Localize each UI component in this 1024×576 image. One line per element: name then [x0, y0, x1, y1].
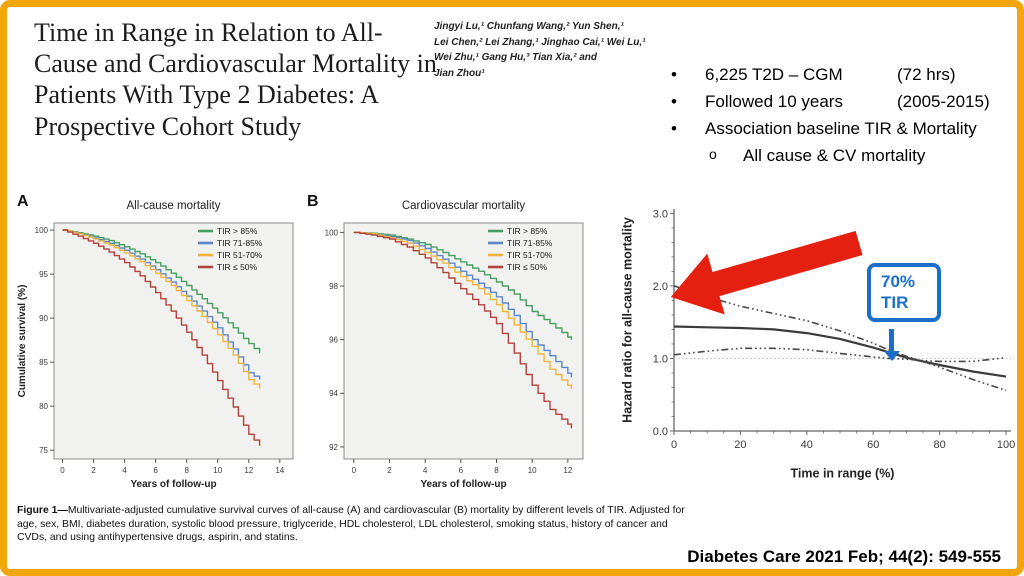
- km-chart-all-cause: 0 2 4 6 8 10 12 14 75 80 85 90 95 100 TIR > 85% TIR 71-…: [15, 193, 303, 491]
- svg-text:8: 8: [494, 466, 499, 475]
- km-chart-cardiovascular: 0 2 4 6 8 10 12 92 94 96 98 100 TIR > 85% TIR 71-85% T…: [305, 193, 593, 491]
- svg-text:80: 80: [933, 439, 945, 451]
- bullet-icon: •: [671, 65, 677, 84]
- bullet-value: (72 hrs): [897, 65, 956, 84]
- series-tir-51-70-: [353, 231, 573, 390]
- bullet-text: Followed 10 years: [705, 92, 843, 112]
- author-line: Jian Zhou¹: [434, 67, 485, 79]
- svg-text:100: 100: [35, 226, 49, 235]
- svg-text:1.0: 1.0: [653, 353, 668, 365]
- bullet-text: All cause & CV mortality: [743, 146, 926, 166]
- svg-text:95: 95: [39, 270, 48, 279]
- series-tir-50-: [353, 231, 573, 429]
- svg-text:75: 75: [39, 446, 48, 455]
- svg-text:Hazard ratio for all-cause mor: Hazard ratio for all-cause mortality: [621, 217, 635, 423]
- author-list: Jingyi Lu,¹ Chunfang Wang,² Yun Shen,¹ L…: [434, 19, 672, 81]
- svg-text:60: 60: [867, 439, 879, 451]
- svg-text:98: 98: [329, 282, 338, 291]
- series-tir-51-70-: [62, 229, 261, 389]
- author-line: Wei Zhu,¹ Gang Hu,³ Tian Xia,² and: [434, 52, 597, 63]
- callout-line1: 70%: [881, 272, 916, 291]
- author-line: Lei Chen,² Lei Zhang,¹ Jinghao Cai,¹ Wei…: [434, 36, 646, 48]
- svg-text:94: 94: [329, 389, 338, 398]
- svg-text:TIR 71-85%: TIR 71-85%: [217, 238, 263, 248]
- bullet-item: • Association baseline TIR & Mortality: [667, 118, 1017, 140]
- bullet-item: • 6,225 T2D – CGM (72 hrs): [667, 64, 1017, 86]
- svg-text:10: 10: [213, 466, 222, 475]
- bullet-icon: •: [671, 92, 677, 112]
- svg-text:TIR > 85%: TIR > 85%: [217, 226, 258, 236]
- cardiovascular-survival-plot: 0 2 4 6 8 10 12 92 94 96 98 100 TIR > 85% TIR 71-85% T…: [325, 222, 584, 490]
- summary-bullets: • 6,225 T2D – CGM (72 hrs) • Followed 10…: [667, 64, 1017, 172]
- panel-letter-b: B: [307, 193, 319, 210]
- svg-text:6: 6: [153, 466, 158, 475]
- svg-text:100: 100: [325, 228, 339, 237]
- svg-text:TIR 51-70%: TIR 51-70%: [217, 250, 263, 260]
- tir-70-callout: 70% TIR: [867, 263, 941, 322]
- series-tir-71-85-: [353, 231, 573, 378]
- paper-title: Time in Range in Relation to All-Cause a…: [34, 18, 437, 141]
- all-cause-survival-plot: 0 2 4 6 8 10 12 14 75 80 85 90 95 100 TIR > 85% TIR 71-…: [17, 222, 294, 490]
- hazard-ratio-spline-plot: 0 20 40 60 80 100 0.0 1.0 2.0 3.0 Time in range (%…: [621, 208, 1016, 481]
- svg-text:2: 2: [91, 466, 96, 475]
- svg-text:TIR > 85%: TIR > 85%: [507, 226, 548, 236]
- svg-text:Time in range (%): Time in range (%): [791, 467, 895, 481]
- author-line: Jingyi Lu,¹ Chunfang Wang,² Yun Shen,¹: [434, 21, 624, 32]
- svg-text:3.0: 3.0: [653, 208, 668, 220]
- bullet-icon: •: [671, 119, 677, 139]
- svg-text:100: 100: [997, 439, 1015, 451]
- svg-text:TIR 71-85%: TIR 71-85%: [507, 238, 553, 248]
- bullet-text: Association baseline TIR & Mortality: [705, 119, 977, 139]
- svg-text:85: 85: [39, 358, 48, 367]
- panel-letter-a: A: [17, 193, 29, 210]
- svg-text:TIR ≤ 50%: TIR ≤ 50%: [507, 262, 548, 272]
- journal-citation: Diabetes Care 2021 Feb; 44(2): 549-555: [687, 547, 1001, 566]
- svg-text:0: 0: [352, 466, 357, 475]
- circle-bullet-icon: o: [709, 146, 717, 163]
- series-hazard-ratio: [673, 325, 1007, 378]
- callout-down-arrow-icon: [883, 329, 900, 361]
- svg-text:0: 0: [60, 466, 65, 475]
- series-lower-95-ci: [673, 347, 1007, 363]
- chart-title-cardiovascular: Cardiovascular mortality: [401, 200, 526, 212]
- svg-text:0: 0: [671, 439, 677, 451]
- svg-text:TIR ≤ 50%: TIR ≤ 50%: [217, 262, 258, 272]
- svg-text:14: 14: [275, 466, 284, 475]
- chart-title-all-cause: All-cause mortality: [126, 200, 221, 212]
- series-tir-85-: [62, 229, 261, 354]
- series-tir-85-: [353, 231, 573, 340]
- svg-text:0.0: 0.0: [653, 426, 668, 438]
- svg-text:92: 92: [329, 443, 338, 452]
- svg-text:Cumulative survival (%): Cumulative survival (%): [17, 285, 28, 398]
- svg-text:TIR 51-70%: TIR 51-70%: [507, 250, 553, 260]
- svg-text:12: 12: [563, 466, 572, 475]
- figure-caption-prefix: Figure 1—: [17, 505, 68, 516]
- svg-text:90: 90: [39, 314, 48, 323]
- figure-caption: Figure 1—Multivariate-adjusted cumulativ…: [17, 504, 697, 545]
- svg-text:40: 40: [801, 439, 813, 451]
- svg-text:12: 12: [244, 466, 253, 475]
- svg-text:2.0: 2.0: [653, 281, 668, 293]
- svg-text:20: 20: [734, 439, 746, 451]
- svg-text:10: 10: [528, 466, 537, 475]
- callout-line2: TIR: [881, 293, 909, 313]
- svg-text:4: 4: [122, 466, 127, 475]
- bullet-value: (2005-2015): [897, 92, 990, 112]
- series-tir-50-: [62, 229, 261, 446]
- svg-text:Years of follow-up: Years of follow-up: [130, 479, 216, 490]
- svg-text:Years of follow-up: Years of follow-up: [420, 479, 506, 490]
- svg-text:4: 4: [423, 466, 428, 475]
- hazard-ratio-chart: 0 20 40 60 80 100 0.0 1.0 2.0 3.0 Time in range (%…: [619, 193, 1017, 489]
- figure-caption-body: Multivariate-adjusted cumulative surviva…: [17, 505, 685, 544]
- svg-text:8: 8: [184, 466, 189, 475]
- bullet-item: • Followed 10 years (2005-2015): [667, 91, 1017, 113]
- svg-text:96: 96: [329, 336, 338, 345]
- bullet-subitem: o All cause & CV mortality: [667, 145, 1017, 167]
- svg-text:2: 2: [387, 466, 392, 475]
- bullet-text: 6,225 T2D – CGM: [705, 65, 843, 84]
- svg-text:80: 80: [39, 402, 48, 411]
- svg-text:6: 6: [459, 466, 464, 475]
